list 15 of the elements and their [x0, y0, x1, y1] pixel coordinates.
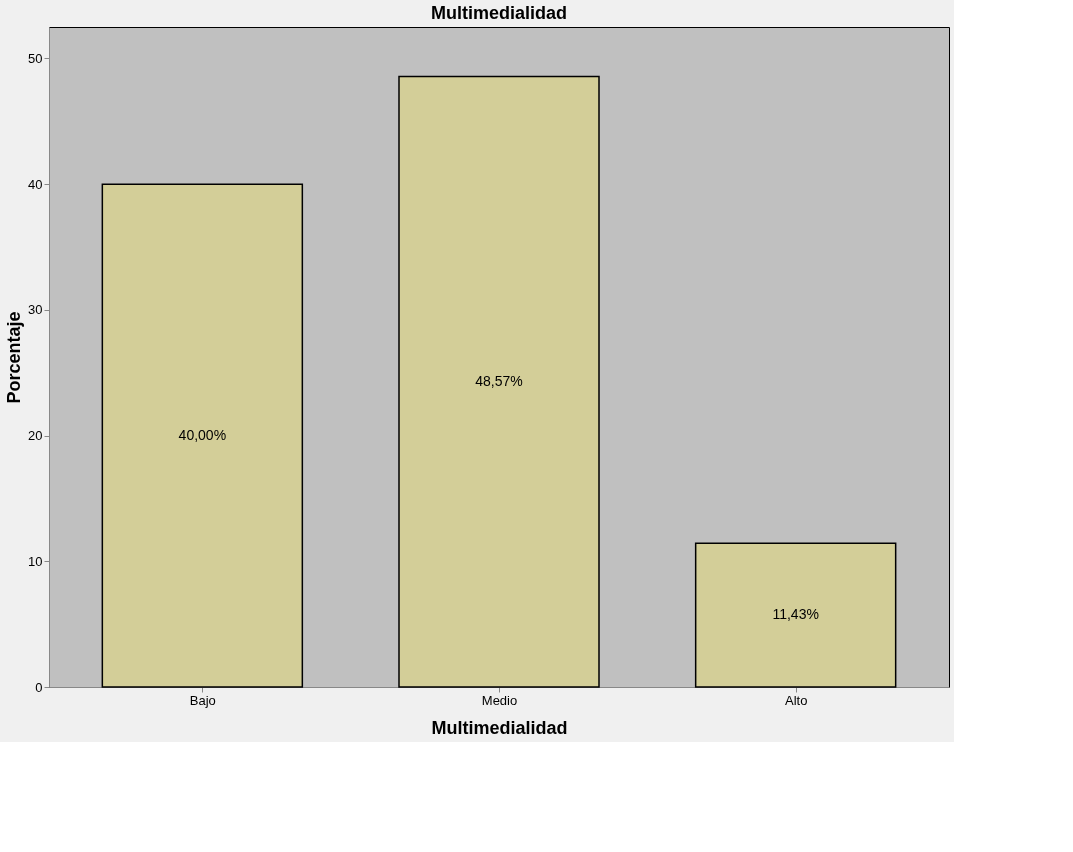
- y-tick-label: 0: [35, 679, 43, 695]
- x-tick-label: Medio: [481, 692, 518, 708]
- y-tick-label: 40: [28, 176, 43, 192]
- data-label: 11,43%: [772, 606, 819, 623]
- y-tick-label: 10: [28, 553, 43, 569]
- y-tick-label: 50: [28, 50, 43, 66]
- chart-title: Multimedialidad: [430, 3, 568, 23]
- y-tick-label: 30: [28, 302, 43, 318]
- x-tick-label: Alto: [784, 692, 808, 708]
- data-label: 48,57%: [475, 372, 523, 389]
- x-axis-title: Multimedialidad: [431, 717, 568, 738]
- x-tick-label: Bajo: [189, 692, 216, 708]
- y-axis-title: Porcentaje: [4, 311, 25, 404]
- data-label: 40,00%: [178, 426, 227, 443]
- y-tick-label: 20: [28, 428, 43, 444]
